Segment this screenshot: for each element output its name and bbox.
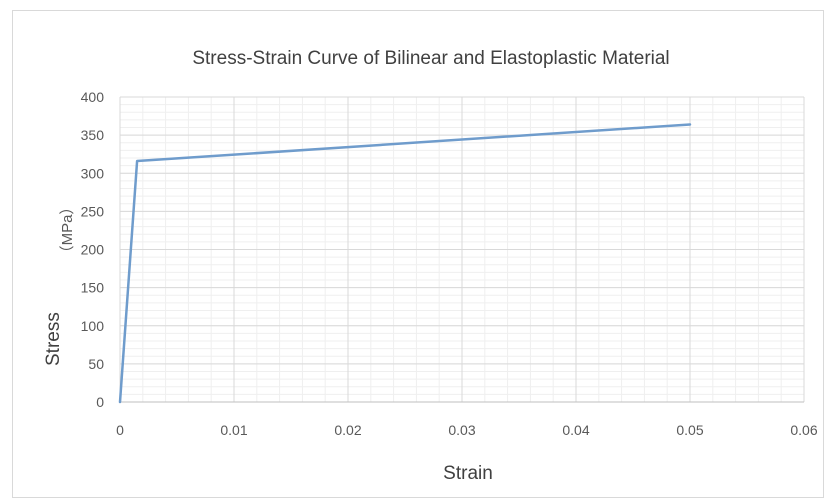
y-tick-label: 400 (81, 89, 105, 105)
y-axis-label: Stress (43, 312, 64, 366)
x-tick-label: 0.04 (562, 422, 589, 438)
x-tick-label: 0.01 (220, 422, 247, 438)
x-tick-label: 0 (116, 422, 124, 438)
x-tick-label: 0.02 (334, 422, 361, 438)
x-tick-label: 0.06 (790, 422, 817, 438)
y-axis-unit: （MPa） (59, 200, 76, 261)
y-tick-label: 150 (81, 280, 105, 296)
x-tick-label: 0.03 (448, 422, 475, 438)
axis-ticks: 0 0.01 0.02 0.03 0.04 0.05 0.06 0 50 100 150 200 250… (81, 89, 818, 438)
series-line (118, 123, 692, 404)
y-tick-label: 200 (81, 242, 105, 258)
plot-grid (119, 96, 805, 403)
y-tick-label: 0 (96, 394, 104, 410)
chart-series (118, 123, 692, 404)
x-tick-label: 0.05 (676, 422, 703, 438)
chart-frame (12, 10, 824, 498)
y-tick-label: 350 (81, 127, 105, 143)
y-tick-label: 100 (81, 318, 105, 334)
y-tick-label: 250 (81, 203, 105, 219)
chart-title: Stress-Strain Curve of Bilinear and Elas… (192, 48, 669, 69)
y-tick-label: 50 (88, 356, 104, 372)
x-axis-label: Strain (443, 463, 493, 484)
y-tick-label: 300 (81, 165, 105, 181)
